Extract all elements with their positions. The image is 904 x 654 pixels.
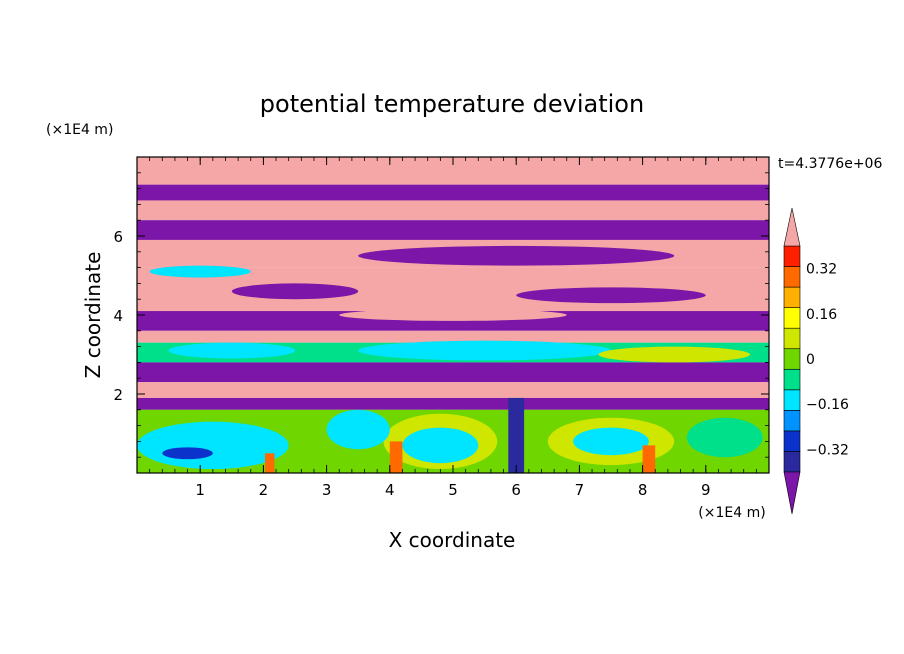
y-tick-label-2: 2 bbox=[113, 386, 123, 404]
x-tick-label-7: 7 bbox=[575, 481, 585, 499]
colorbar-segment-2 bbox=[783, 410, 801, 432]
field-feature-8 bbox=[358, 340, 611, 361]
colorbar-extend-high bbox=[783, 207, 801, 247]
x-tick-label-1: 1 bbox=[195, 481, 205, 499]
colorbar-segment-5 bbox=[783, 348, 801, 370]
colorbar-segment-1 bbox=[783, 430, 801, 452]
field-band-7 bbox=[137, 330, 769, 343]
field-band-1 bbox=[137, 184, 769, 201]
x-tick-label-9: 9 bbox=[701, 481, 711, 499]
field-band-10 bbox=[137, 382, 769, 398]
field-plume-2 bbox=[264, 453, 275, 473]
x-tick-label-2: 2 bbox=[259, 481, 269, 499]
field-band-2 bbox=[137, 200, 769, 221]
colorbar-segment-6 bbox=[783, 327, 801, 350]
x-tick-label-6: 6 bbox=[511, 481, 521, 499]
x-tick-label-4: 4 bbox=[385, 481, 395, 499]
field-feature-15 bbox=[149, 265, 251, 278]
field-feature-10 bbox=[168, 342, 295, 359]
colorbar-segment-8 bbox=[783, 286, 801, 308]
field-feature-3 bbox=[402, 427, 479, 464]
x-tick-label-5: 5 bbox=[448, 481, 458, 499]
chart-title: potential temperature deviation bbox=[260, 90, 644, 118]
y-tick-label-4: 4 bbox=[113, 307, 123, 325]
field-feature-13 bbox=[231, 283, 359, 300]
y-tick-label-6: 6 bbox=[113, 228, 123, 246]
y-ticks: 2 4 6 bbox=[113, 172, 769, 458]
contour-field bbox=[137, 157, 769, 473]
y-axis-unit: (×1E4 m) bbox=[46, 122, 113, 138]
field-feature-1 bbox=[162, 447, 213, 460]
field-feature-14 bbox=[358, 245, 675, 266]
field-plume-3 bbox=[642, 445, 656, 473]
field-feature-11 bbox=[339, 309, 567, 321]
colorbar-segment-4 bbox=[783, 368, 801, 391]
colorbar-label-2: 0 bbox=[806, 352, 815, 368]
x-tick-label-3: 3 bbox=[322, 481, 332, 499]
colorbar-label-1: 0.16 bbox=[806, 307, 837, 323]
field-feature-7 bbox=[686, 417, 763, 458]
colorbar-label-4: −0.32 bbox=[806, 442, 849, 458]
colorbar-segment-0 bbox=[783, 451, 801, 473]
field-feature-9 bbox=[598, 346, 751, 363]
field-band-9 bbox=[137, 362, 769, 383]
y-axis-label: Z coordinate bbox=[81, 252, 105, 379]
field-band-3 bbox=[137, 220, 769, 240]
colorbar-label-3: −0.16 bbox=[806, 397, 849, 413]
colorbar-segment-10 bbox=[783, 245, 801, 267]
time-label: t=4.3776e+06 bbox=[778, 156, 882, 172]
field-band-11 bbox=[137, 397, 769, 410]
colorbar-segment-7 bbox=[783, 307, 801, 329]
plot-area: 1 2 3 4 5 6 7 8 9 2 4 6 bbox=[113, 156, 770, 499]
colorbar-segment-3 bbox=[783, 389, 801, 411]
colorbar: 0.32 0.16 0 −0.16 −0.32 bbox=[783, 207, 849, 515]
field-feature-5 bbox=[573, 427, 649, 456]
x-ticks: 1 2 3 4 5 6 7 8 9 bbox=[149, 157, 770, 499]
field-plume-0 bbox=[508, 397, 525, 473]
x-tick-label-8: 8 bbox=[638, 481, 648, 499]
field-plume-1 bbox=[389, 441, 403, 473]
colorbar-segment-9 bbox=[783, 266, 801, 288]
field-feature-6 bbox=[326, 409, 390, 450]
field-feature-12 bbox=[516, 287, 706, 304]
colorbar-label-0: 0.32 bbox=[806, 262, 837, 278]
colorbar-extend-low bbox=[783, 471, 801, 515]
x-axis-label: X coordinate bbox=[389, 528, 516, 552]
x-axis-unit: (×1E4 m) bbox=[698, 505, 765, 521]
